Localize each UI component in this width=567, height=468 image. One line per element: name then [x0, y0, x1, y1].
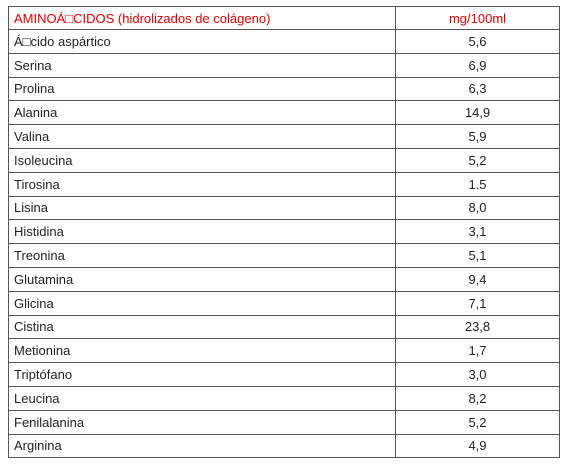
amino-acid-name: Fenilalanina — [8, 409, 396, 435]
table-row: Metionina 1,7 — [8, 338, 560, 364]
amino-acid-name: Cistina — [8, 314, 396, 340]
table-row: Treonina 5,1 — [8, 243, 560, 268]
amino-acid-name: Leucina — [8, 385, 396, 411]
table-row: Histidina 3,1 — [8, 219, 560, 245]
amount-cell: 5,9 — [395, 124, 560, 149]
table-row: Leucina 8,2 — [8, 385, 560, 411]
amino-acid-name: Serina — [8, 52, 396, 78]
amount-cell: 23,8 — [395, 314, 560, 340]
amount-cell: 7,1 — [395, 290, 560, 316]
amount-cell: 5,2 — [395, 147, 560, 173]
amino-acid-name: Metionina — [8, 338, 396, 364]
amount-cell: 14,9 — [395, 100, 560, 126]
amino-table: AMINOÁ□CIDOS (hidrolizados de colágeno) … — [8, 6, 560, 459]
header-cell: mg/100ml — [395, 6, 560, 30]
amino-acid-name: Á□cido aspártico — [8, 29, 396, 54]
table-row: Isoleucina 5,2 — [8, 147, 560, 173]
table-row: Cistina 23,8 — [8, 314, 560, 340]
amino-acid-name: Glicina — [8, 290, 396, 316]
amino-acid-name: Glutamina — [8, 266, 396, 292]
amount-cell: 5,6 — [395, 29, 560, 54]
amount-cell: 6,9 — [395, 52, 560, 78]
amount-cell: 6,3 — [395, 76, 560, 102]
amino-acid-name: Prolina — [8, 76, 396, 102]
amino-acid-name: Tirosina — [8, 171, 396, 197]
table-row: Fenilalanina 5,2 — [8, 409, 560, 435]
table-row: Prolina 6,3 — [8, 76, 560, 102]
amino-acid-name: Isoleucina — [8, 147, 396, 173]
amino-acid-name: Arginina — [8, 433, 396, 459]
table-row: Glicina 7,1 — [8, 290, 560, 316]
table-row: Valina 5,9 — [8, 124, 560, 149]
amino-acid-name: Histidina — [8, 219, 396, 245]
table-row: Glutamina 9,4 — [8, 266, 560, 292]
amino-acid-name: Valina — [8, 124, 396, 149]
table-row: Tirosina 1.5 — [8, 171, 560, 197]
amount-cell: 8,0 — [395, 195, 560, 221]
header-cell: AMINOÁ□CIDOS (hidrolizados de colágeno) — [8, 6, 396, 30]
amino-acid-name: Triptófano — [8, 362, 396, 387]
amount-cell: 5,1 — [395, 243, 560, 268]
amount-cell: 8,2 — [395, 385, 560, 411]
amount-cell: 1.5 — [395, 171, 560, 197]
amino-acid-name: Lisina — [8, 195, 396, 221]
table-row: Serina 6,9 — [8, 52, 560, 78]
amount-cell: 9,4 — [395, 266, 560, 292]
amino-acid-name: Treonina — [8, 243, 396, 268]
amount-cell: 3,1 — [395, 219, 560, 245]
table-body: AMINOÁ□CIDOS (hidrolizados de colágeno) … — [8, 6, 560, 459]
table-row: Á□cido aspártico 5,6 — [8, 29, 560, 54]
header-row: AMINOÁ□CIDOS (hidrolizados de colágeno) … — [8, 6, 560, 30]
amount-cell: 3,0 — [395, 362, 560, 387]
amount-cell: 1,7 — [395, 338, 560, 364]
table-row: Arginina 4,9 — [8, 433, 560, 459]
table-row: Lisina 8,0 — [8, 195, 560, 221]
amount-cell: 4,9 — [395, 433, 560, 459]
table-row: Alanina 14,9 — [8, 100, 560, 126]
table-row: Triptófano 3,0 — [8, 362, 560, 387]
amount-cell: 5,2 — [395, 409, 560, 435]
amino-acid-name: Alanina — [8, 100, 396, 126]
